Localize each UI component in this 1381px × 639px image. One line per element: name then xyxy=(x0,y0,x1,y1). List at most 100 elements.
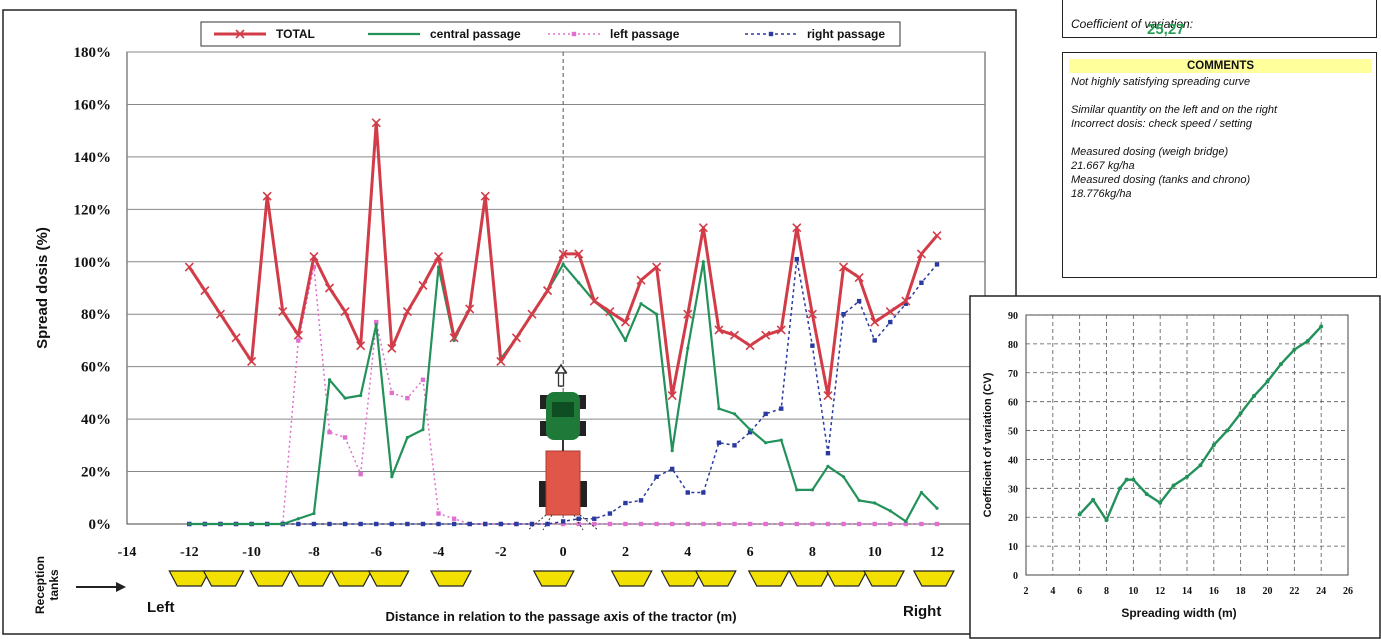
data-point xyxy=(934,521,940,527)
data-point xyxy=(327,378,332,382)
data-point xyxy=(402,307,412,317)
cv-y-tick-label: 50 xyxy=(1008,427,1018,438)
data-point xyxy=(389,390,395,396)
x-tick-label: 8 xyxy=(809,545,816,560)
cv-data-point xyxy=(1292,347,1297,352)
y-tick-label: 180% xyxy=(74,45,112,61)
data-point xyxy=(872,521,877,527)
data-point xyxy=(654,474,659,479)
data-point xyxy=(729,330,740,340)
data-point xyxy=(265,522,269,526)
data-point xyxy=(685,490,690,495)
data-point xyxy=(888,319,893,325)
data-point xyxy=(825,521,831,527)
cv-data-point xyxy=(1104,518,1109,523)
y-tick-label: 20% xyxy=(81,465,111,481)
data-point xyxy=(451,516,457,521)
data-point xyxy=(560,519,566,524)
data-point xyxy=(278,307,288,317)
data-point xyxy=(605,307,615,317)
data-point xyxy=(374,319,379,325)
data-point xyxy=(701,260,705,264)
cv-data-point xyxy=(1171,483,1176,488)
legend-label: TOTAL xyxy=(276,27,315,41)
cv-data-point xyxy=(1265,379,1270,384)
legend-label: left passage xyxy=(610,27,680,41)
reception-tank xyxy=(168,570,211,587)
reception-tank xyxy=(202,570,245,587)
reception-tanks xyxy=(168,570,955,587)
cv-x-tick-label: 6 xyxy=(1077,586,1082,597)
data-point xyxy=(904,519,908,523)
cv-data-point xyxy=(1144,492,1149,497)
cv-y-tick-label: 90 xyxy=(1008,311,1018,322)
data-point xyxy=(324,283,335,293)
data-point xyxy=(903,301,909,306)
data-point xyxy=(857,498,861,502)
reception-tank xyxy=(912,570,955,587)
x-tick-label: -12 xyxy=(180,545,199,560)
legend-label: central passage xyxy=(430,27,521,41)
data-point xyxy=(717,407,721,411)
legend: TOTAL central passage left passage right pa… xyxy=(200,21,901,47)
y-tick-label: 120% xyxy=(74,202,112,218)
data-point xyxy=(389,521,395,527)
data-point xyxy=(794,256,800,262)
data-point xyxy=(589,296,599,306)
data-point xyxy=(745,341,755,351)
data-point xyxy=(638,498,644,503)
data-point xyxy=(498,521,504,527)
tractor-illustration xyxy=(527,363,599,531)
comment-line: 21.667 kg/ha xyxy=(1071,160,1135,172)
data-point xyxy=(607,511,613,516)
x-tick-label: -4 xyxy=(433,545,445,560)
data-point xyxy=(592,521,597,527)
cv-y-tick-label: 70 xyxy=(1008,369,1018,380)
reception-tank xyxy=(825,570,868,587)
data-point xyxy=(449,333,459,343)
y-tick-labels: 0% 20% 40% 60% 80% 100% 120% 140% 160% 180% xyxy=(74,45,112,533)
data-point xyxy=(387,343,397,353)
data-point xyxy=(795,488,799,492)
x-tick-labels: -14 -12 -10 -8 -6 -4 -2 0 2 4 6 8 10 12 xyxy=(118,545,944,560)
reception-tank xyxy=(330,570,373,587)
cv-x-tick-label: 24 xyxy=(1316,586,1326,597)
data-point xyxy=(623,521,628,527)
data-point xyxy=(358,521,363,527)
cv-data-point xyxy=(1124,477,1129,482)
series-lines xyxy=(184,118,942,527)
data-point xyxy=(250,522,254,526)
cv-data-point xyxy=(1278,362,1283,367)
x-tick-label: 0 xyxy=(560,545,567,560)
data-point xyxy=(716,440,722,445)
data-point xyxy=(888,509,892,513)
right-side-label: Right xyxy=(903,603,941,620)
data-point xyxy=(623,338,628,343)
data-point xyxy=(838,262,849,272)
data-point xyxy=(885,307,895,317)
data-point xyxy=(421,428,425,432)
data-point xyxy=(405,521,410,527)
data-point xyxy=(281,522,285,526)
data-point xyxy=(436,521,441,527)
data-point xyxy=(560,521,566,527)
cv-x-tick-label: 26 xyxy=(1343,586,1353,597)
data-point xyxy=(342,435,348,440)
legend-label: right passage xyxy=(807,27,885,41)
data-point xyxy=(919,280,924,285)
cv-y-tick-label: 20 xyxy=(1008,513,1018,524)
comment-line: Similar quantity on the left and on the … xyxy=(1071,104,1278,116)
data-point xyxy=(356,341,366,351)
data-point xyxy=(374,521,379,527)
data-point xyxy=(529,521,535,527)
data-point xyxy=(527,309,537,319)
data-point xyxy=(358,471,363,477)
cv-y-tick-label: 10 xyxy=(1008,542,1018,553)
cv-data-point xyxy=(1117,486,1122,491)
data-point xyxy=(620,317,631,327)
cv-x-tick-labels: 2 4 6 8 10 12 14 16 18 20 22 24 26 xyxy=(1024,586,1354,597)
data-point xyxy=(872,338,877,343)
comment-line: Measured dosing (weigh bridge) xyxy=(1071,146,1229,158)
data-point xyxy=(716,521,722,527)
